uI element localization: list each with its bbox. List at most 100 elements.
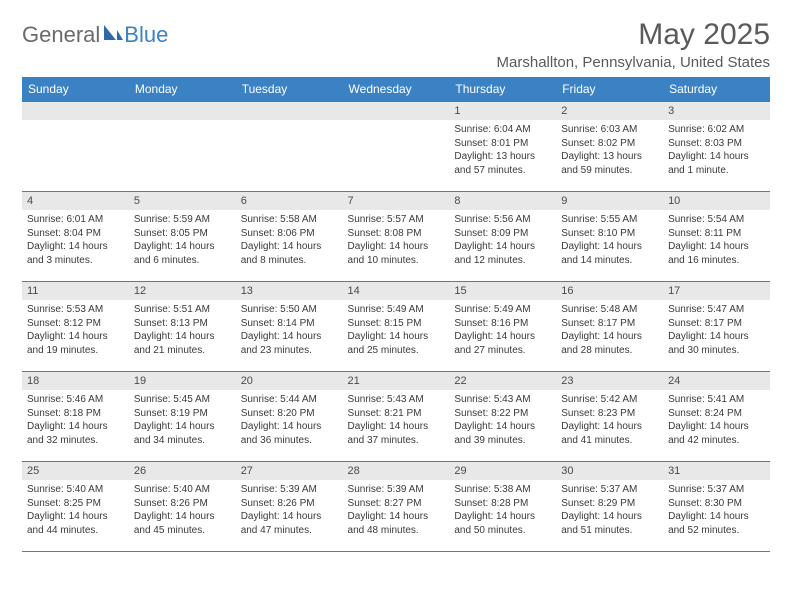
sunrise-text: Sunrise: 5:47 AM [668, 303, 765, 317]
cell-content: Sunrise: 5:37 AMSunset: 8:29 PMDaylight:… [556, 480, 663, 541]
cell-content: Sunrise: 5:45 AMSunset: 8:19 PMDaylight:… [129, 390, 236, 451]
daylight-text: Daylight: 14 hours and 25 minutes. [348, 330, 445, 357]
cell-content: Sunrise: 5:49 AMSunset: 8:16 PMDaylight:… [449, 300, 556, 361]
calendar-cell: 31Sunrise: 5:37 AMSunset: 8:30 PMDayligh… [663, 462, 770, 552]
sunset-text: Sunset: 8:27 PM [348, 497, 445, 511]
sunrise-text: Sunrise: 5:59 AM [134, 213, 231, 227]
day-number-band: 21 [343, 372, 450, 390]
day-number-band: 4 [22, 192, 129, 210]
sunset-text: Sunset: 8:09 PM [454, 227, 551, 241]
day-number-band: 11 [22, 282, 129, 300]
day-number-band [129, 102, 236, 120]
daylight-text: Daylight: 13 hours and 57 minutes. [454, 150, 551, 177]
calendar-cell [129, 102, 236, 192]
calendar-cell: 12Sunrise: 5:51 AMSunset: 8:13 PMDayligh… [129, 282, 236, 372]
daylight-text: Daylight: 14 hours and 42 minutes. [668, 420, 765, 447]
calendar-cell: 10Sunrise: 5:54 AMSunset: 8:11 PMDayligh… [663, 192, 770, 282]
day-number-band: 5 [129, 192, 236, 210]
day-number-band: 22 [449, 372, 556, 390]
daylight-text: Daylight: 14 hours and 50 minutes. [454, 510, 551, 537]
logo-sail-icon [102, 23, 124, 48]
cell-content: Sunrise: 6:01 AMSunset: 8:04 PMDaylight:… [22, 210, 129, 271]
calendar-cell: 30Sunrise: 5:37 AMSunset: 8:29 PMDayligh… [556, 462, 663, 552]
daylight-text: Daylight: 14 hours and 45 minutes. [134, 510, 231, 537]
day-number-band: 24 [663, 372, 770, 390]
cell-content: Sunrise: 5:39 AMSunset: 8:26 PMDaylight:… [236, 480, 343, 541]
sunset-text: Sunset: 8:13 PM [134, 317, 231, 331]
calendar-cell: 20Sunrise: 5:44 AMSunset: 8:20 PMDayligh… [236, 372, 343, 462]
day-number-band: 27 [236, 462, 343, 480]
day-header-row: Sunday Monday Tuesday Wednesday Thursday… [22, 77, 770, 102]
day-number-band: 26 [129, 462, 236, 480]
calendar-cell: 21Sunrise: 5:43 AMSunset: 8:21 PMDayligh… [343, 372, 450, 462]
daylight-text: Daylight: 14 hours and 12 minutes. [454, 240, 551, 267]
sunset-text: Sunset: 8:22 PM [454, 407, 551, 421]
day-number-band: 31 [663, 462, 770, 480]
daylight-text: Daylight: 14 hours and 36 minutes. [241, 420, 338, 447]
daylight-text: Daylight: 14 hours and 23 minutes. [241, 330, 338, 357]
sunrise-text: Sunrise: 6:03 AM [561, 123, 658, 137]
day-number-band [343, 102, 450, 120]
calendar-cell: 22Sunrise: 5:43 AMSunset: 8:22 PMDayligh… [449, 372, 556, 462]
cell-content: Sunrise: 5:39 AMSunset: 8:27 PMDaylight:… [343, 480, 450, 541]
daylight-text: Daylight: 13 hours and 59 minutes. [561, 150, 658, 177]
calendar-cell: 7Sunrise: 5:57 AMSunset: 8:08 PMDaylight… [343, 192, 450, 282]
day-number-band: 13 [236, 282, 343, 300]
sunset-text: Sunset: 8:06 PM [241, 227, 338, 241]
sunrise-text: Sunrise: 5:49 AM [454, 303, 551, 317]
sunrise-text: Sunrise: 5:43 AM [348, 393, 445, 407]
calendar-week-row: 25Sunrise: 5:40 AMSunset: 8:25 PMDayligh… [22, 462, 770, 552]
sunset-text: Sunset: 8:24 PM [668, 407, 765, 421]
sunrise-text: Sunrise: 5:40 AM [27, 483, 124, 497]
day-header: Wednesday [343, 77, 450, 102]
cell-content: Sunrise: 5:51 AMSunset: 8:13 PMDaylight:… [129, 300, 236, 361]
day-number-band: 12 [129, 282, 236, 300]
sunset-text: Sunset: 8:12 PM [27, 317, 124, 331]
calendar-cell: 23Sunrise: 5:42 AMSunset: 8:23 PMDayligh… [556, 372, 663, 462]
cell-content: Sunrise: 5:42 AMSunset: 8:23 PMDaylight:… [556, 390, 663, 451]
calendar-cell: 9Sunrise: 5:55 AMSunset: 8:10 PMDaylight… [556, 192, 663, 282]
calendar-cell [343, 102, 450, 192]
calendar-cell: 8Sunrise: 5:56 AMSunset: 8:09 PMDaylight… [449, 192, 556, 282]
daylight-text: Daylight: 14 hours and 52 minutes. [668, 510, 765, 537]
logo-text-blue: Blue [124, 22, 168, 48]
calendar-cell: 4Sunrise: 6:01 AMSunset: 8:04 PMDaylight… [22, 192, 129, 282]
sunset-text: Sunset: 8:18 PM [27, 407, 124, 421]
cell-content: Sunrise: 5:59 AMSunset: 8:05 PMDaylight:… [129, 210, 236, 271]
calendar-cell: 11Sunrise: 5:53 AMSunset: 8:12 PMDayligh… [22, 282, 129, 372]
sunset-text: Sunset: 8:20 PM [241, 407, 338, 421]
calendar-cell: 5Sunrise: 5:59 AMSunset: 8:05 PMDaylight… [129, 192, 236, 282]
day-number-band: 8 [449, 192, 556, 210]
sunrise-text: Sunrise: 5:51 AM [134, 303, 231, 317]
day-number-band: 30 [556, 462, 663, 480]
daylight-text: Daylight: 14 hours and 32 minutes. [27, 420, 124, 447]
sunset-text: Sunset: 8:30 PM [668, 497, 765, 511]
sunrise-text: Sunrise: 5:46 AM [27, 393, 124, 407]
daylight-text: Daylight: 14 hours and 21 minutes. [134, 330, 231, 357]
cell-content: Sunrise: 5:49 AMSunset: 8:15 PMDaylight:… [343, 300, 450, 361]
calendar-cell: 6Sunrise: 5:58 AMSunset: 8:06 PMDaylight… [236, 192, 343, 282]
sunrise-text: Sunrise: 5:39 AM [348, 483, 445, 497]
sunset-text: Sunset: 8:29 PM [561, 497, 658, 511]
cell-content: Sunrise: 5:40 AMSunset: 8:25 PMDaylight:… [22, 480, 129, 541]
calendar-cell: 26Sunrise: 5:40 AMSunset: 8:26 PMDayligh… [129, 462, 236, 552]
sunrise-text: Sunrise: 5:57 AM [348, 213, 445, 227]
day-header: Tuesday [236, 77, 343, 102]
sunset-text: Sunset: 8:01 PM [454, 137, 551, 151]
day-number-band: 10 [663, 192, 770, 210]
day-number-band: 16 [556, 282, 663, 300]
day-header: Thursday [449, 77, 556, 102]
sunrise-text: Sunrise: 5:45 AM [134, 393, 231, 407]
day-header: Sunday [22, 77, 129, 102]
cell-content: Sunrise: 5:47 AMSunset: 8:17 PMDaylight:… [663, 300, 770, 361]
cell-content: Sunrise: 5:37 AMSunset: 8:30 PMDaylight:… [663, 480, 770, 541]
calendar-week-row: 4Sunrise: 6:01 AMSunset: 8:04 PMDaylight… [22, 192, 770, 282]
day-number-band: 6 [236, 192, 343, 210]
calendar-cell: 13Sunrise: 5:50 AMSunset: 8:14 PMDayligh… [236, 282, 343, 372]
day-header: Monday [129, 77, 236, 102]
calendar-cell: 24Sunrise: 5:41 AMSunset: 8:24 PMDayligh… [663, 372, 770, 462]
logo-text-general: General [22, 22, 100, 48]
cell-content: Sunrise: 5:54 AMSunset: 8:11 PMDaylight:… [663, 210, 770, 271]
cell-content: Sunrise: 5:43 AMSunset: 8:21 PMDaylight:… [343, 390, 450, 451]
day-number-band: 28 [343, 462, 450, 480]
